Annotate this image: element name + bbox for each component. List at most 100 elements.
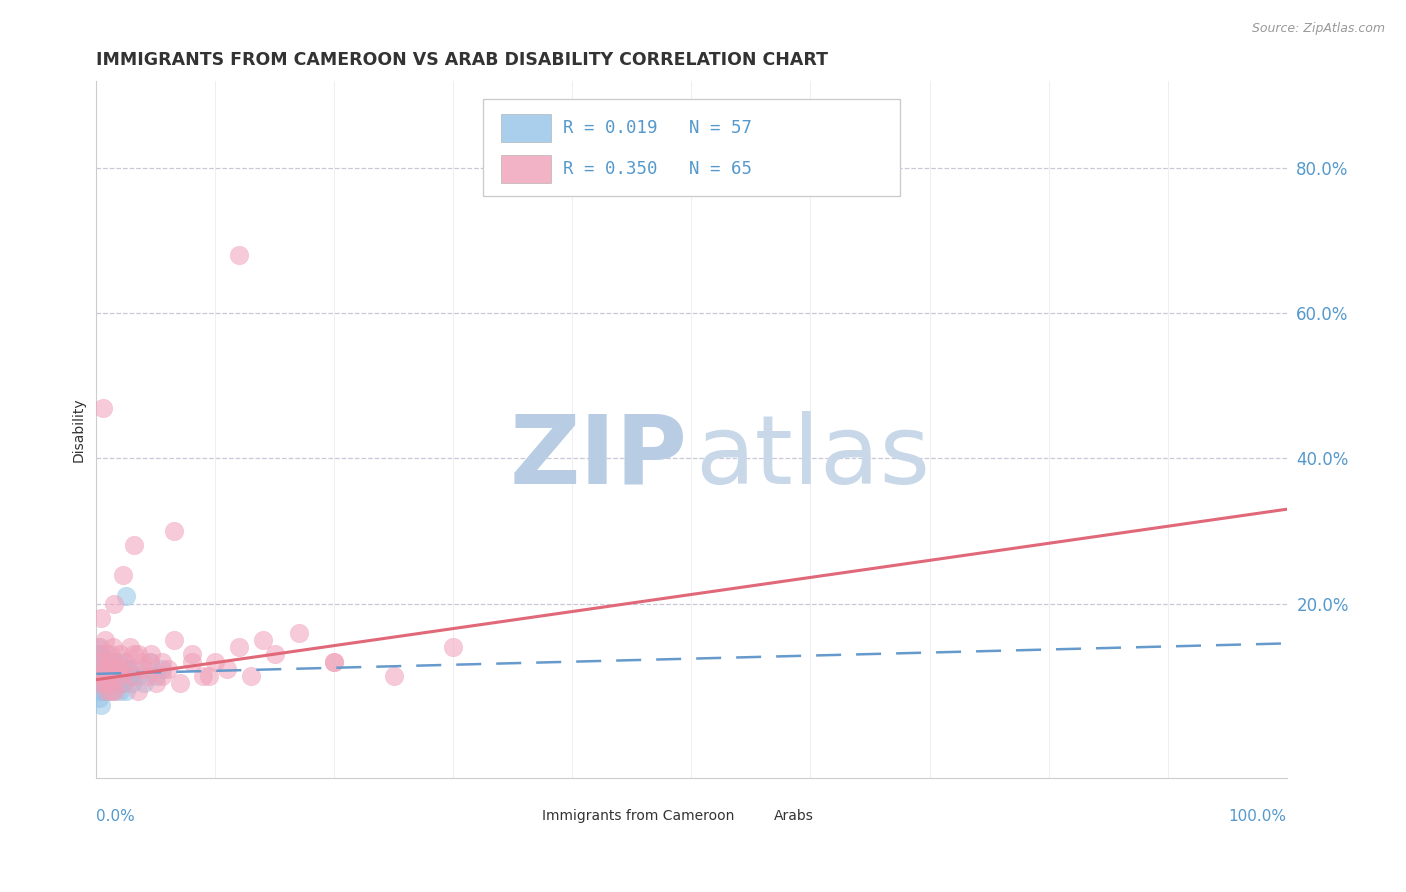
Point (111, 567, 134, 582)
FancyBboxPatch shape (501, 155, 551, 183)
Point (91, 655, 114, 669)
Text: R = 0.350   N = 65: R = 0.350 N = 65 (562, 161, 752, 178)
Point (90, 662, 112, 676)
Point (103, 662, 125, 676)
Text: R = 0.019   N = 57: R = 0.019 N = 57 (562, 119, 752, 136)
Point (163, 524, 186, 538)
Point (139, 648, 162, 662)
Point (93, 676, 115, 690)
Point (117, 662, 139, 676)
Point (132, 662, 155, 676)
Text: Arabs: Arabs (773, 809, 814, 822)
Point (124, 648, 146, 662)
Point (97, 662, 120, 676)
Point (91, 669, 114, 683)
Point (287, 625, 309, 640)
Text: Immigrants from Cameroon: Immigrants from Cameroon (541, 809, 734, 822)
Point (139, 655, 162, 669)
Point (108, 669, 131, 683)
Point (104, 683, 127, 698)
Text: Source: ZipAtlas.com: Source: ZipAtlas.com (1251, 22, 1385, 36)
Point (91, 683, 114, 698)
Point (217, 662, 239, 676)
Point (101, 683, 124, 698)
Point (87, 690, 110, 705)
Text: 100.0%: 100.0% (1229, 809, 1286, 824)
FancyBboxPatch shape (484, 99, 900, 196)
Point (96, 655, 118, 669)
Text: ZIP: ZIP (510, 411, 688, 504)
Point (441, 640, 464, 654)
Point (98, 676, 121, 690)
Point (94, 662, 117, 676)
Point (121, 669, 143, 683)
Point (118, 669, 141, 683)
Text: IMMIGRANTS FROM CAMEROON VS ARAB DISABILITY CORRELATION CHART: IMMIGRANTS FROM CAMEROON VS ARAB DISABIL… (97, 51, 828, 69)
Text: atlas: atlas (695, 411, 931, 504)
Point (150, 655, 173, 669)
Point (156, 662, 179, 676)
Point (86, 669, 108, 683)
Point (127, 669, 149, 683)
Point (204, 655, 226, 669)
Text: 0.0%: 0.0% (97, 809, 135, 824)
Point (101, 655, 124, 669)
Point (127, 648, 149, 662)
Point (118, 640, 141, 654)
Point (93, 669, 115, 683)
Point (91, 648, 114, 662)
Point (145, 669, 167, 683)
Point (323, 655, 346, 669)
Point (90, 698, 112, 712)
Point (124, 662, 146, 676)
FancyBboxPatch shape (506, 810, 534, 822)
Point (105, 676, 128, 690)
Point (228, 248, 250, 262)
Point (100, 648, 122, 662)
Point (90, 676, 112, 690)
Point (94, 683, 117, 698)
Point (111, 676, 134, 690)
Point (97, 655, 120, 669)
Point (169, 676, 191, 690)
FancyBboxPatch shape (738, 810, 766, 822)
Point (98, 662, 121, 676)
Point (252, 632, 274, 647)
Point (145, 676, 167, 690)
Point (107, 676, 129, 690)
Point (110, 662, 132, 676)
Point (108, 648, 131, 662)
Point (198, 669, 221, 683)
Point (228, 640, 250, 654)
Point (101, 640, 124, 654)
Point (100, 676, 122, 690)
Point (93, 662, 115, 676)
Point (93, 676, 115, 690)
Point (124, 539, 146, 553)
Point (111, 676, 134, 690)
Point (114, 655, 136, 669)
Point (91, 662, 114, 676)
Point (87, 662, 110, 676)
Point (87, 676, 110, 690)
Point (264, 648, 287, 662)
Point (87, 669, 110, 683)
Point (103, 597, 125, 611)
Point (93, 655, 115, 669)
Point (107, 662, 129, 676)
Point (98, 683, 121, 698)
FancyBboxPatch shape (501, 113, 551, 142)
Point (112, 669, 135, 683)
Point (90, 648, 112, 662)
Point (101, 669, 124, 683)
Point (108, 662, 131, 676)
Point (139, 655, 162, 669)
Point (114, 655, 136, 669)
Point (180, 648, 202, 662)
Point (382, 669, 405, 683)
Point (136, 669, 159, 683)
Point (121, 676, 143, 690)
Point (108, 669, 131, 683)
Point (89, 648, 111, 662)
Point (117, 662, 139, 676)
